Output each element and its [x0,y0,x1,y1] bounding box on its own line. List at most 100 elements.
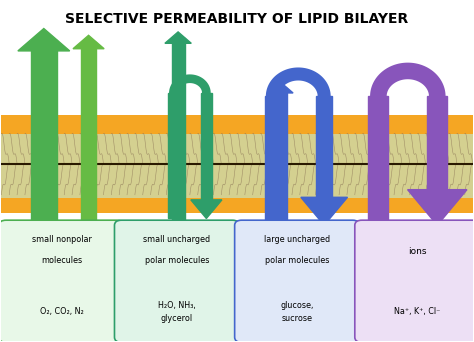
Circle shape [137,119,148,128]
Circle shape [248,201,260,209]
Circle shape [51,119,63,128]
Polygon shape [408,190,467,225]
Circle shape [403,119,414,128]
Circle shape [257,119,268,128]
Circle shape [111,119,123,128]
Text: large uncharged: large uncharged [264,235,330,245]
Circle shape [60,119,71,128]
FancyBboxPatch shape [168,93,179,219]
FancyBboxPatch shape [355,220,474,342]
Circle shape [189,201,200,209]
Circle shape [454,119,465,128]
Circle shape [437,201,448,209]
FancyBboxPatch shape [81,42,96,225]
Circle shape [189,119,200,128]
Circle shape [94,201,106,209]
FancyBboxPatch shape [0,220,124,342]
Circle shape [377,119,388,128]
Circle shape [240,119,251,128]
Circle shape [292,201,302,209]
Circle shape [180,119,191,128]
Circle shape [128,119,140,128]
Circle shape [428,201,440,209]
Circle shape [146,119,157,128]
Circle shape [120,201,131,209]
FancyBboxPatch shape [1,134,473,198]
Circle shape [351,119,363,128]
Circle shape [368,201,380,209]
Circle shape [300,119,311,128]
Circle shape [257,201,268,209]
Polygon shape [165,32,191,43]
Circle shape [86,119,97,128]
FancyBboxPatch shape [115,220,239,342]
Circle shape [197,201,209,209]
Circle shape [146,201,157,209]
Text: SELECTIVE PERMEABILITY OF LIPID BILAYER: SELECTIVE PERMEABILITY OF LIPID BILAYER [65,12,409,26]
Circle shape [69,119,80,128]
Circle shape [172,119,182,128]
Circle shape [248,119,260,128]
Circle shape [326,119,337,128]
Circle shape [231,201,243,209]
Circle shape [437,119,448,128]
Circle shape [283,201,294,209]
Circle shape [385,119,397,128]
Circle shape [43,201,54,209]
Circle shape [0,201,11,209]
Circle shape [9,119,20,128]
Text: polar molecules: polar molecules [145,256,209,265]
Circle shape [420,201,431,209]
Circle shape [326,201,337,209]
Circle shape [351,201,363,209]
Circle shape [411,201,423,209]
Circle shape [283,119,294,128]
Text: glucose,
sucrose: glucose, sucrose [281,301,314,323]
FancyBboxPatch shape [31,40,57,225]
FancyBboxPatch shape [264,96,280,225]
Circle shape [128,201,140,209]
Polygon shape [270,83,293,93]
Circle shape [60,201,71,209]
Circle shape [343,119,354,128]
Circle shape [34,119,46,128]
FancyBboxPatch shape [1,115,473,134]
Circle shape [292,119,302,128]
FancyBboxPatch shape [275,88,287,225]
Circle shape [69,201,80,209]
Polygon shape [18,28,70,51]
Circle shape [214,119,226,128]
Polygon shape [73,35,104,49]
Circle shape [77,119,89,128]
Circle shape [111,201,123,209]
Circle shape [411,119,423,128]
Circle shape [17,119,28,128]
Circle shape [103,201,114,209]
Circle shape [446,119,457,128]
Circle shape [265,201,277,209]
Circle shape [154,119,165,128]
Text: small uncharged: small uncharged [143,235,210,245]
Circle shape [214,201,226,209]
Circle shape [274,119,285,128]
Polygon shape [301,197,347,225]
Circle shape [385,201,397,209]
Circle shape [463,119,474,128]
Circle shape [240,201,251,209]
Circle shape [77,201,89,209]
Circle shape [43,119,54,128]
Circle shape [360,119,371,128]
FancyBboxPatch shape [1,195,473,213]
Circle shape [317,201,328,209]
Circle shape [334,201,346,209]
Text: molecules: molecules [41,256,82,265]
Text: H₂O, NH₃,
glycerol: H₂O, NH₃, glycerol [158,301,196,323]
Circle shape [26,201,37,209]
Circle shape [197,119,209,128]
Circle shape [394,119,405,128]
FancyBboxPatch shape [235,220,359,342]
Circle shape [103,119,114,128]
Circle shape [274,201,285,209]
Circle shape [94,119,106,128]
Circle shape [317,119,328,128]
